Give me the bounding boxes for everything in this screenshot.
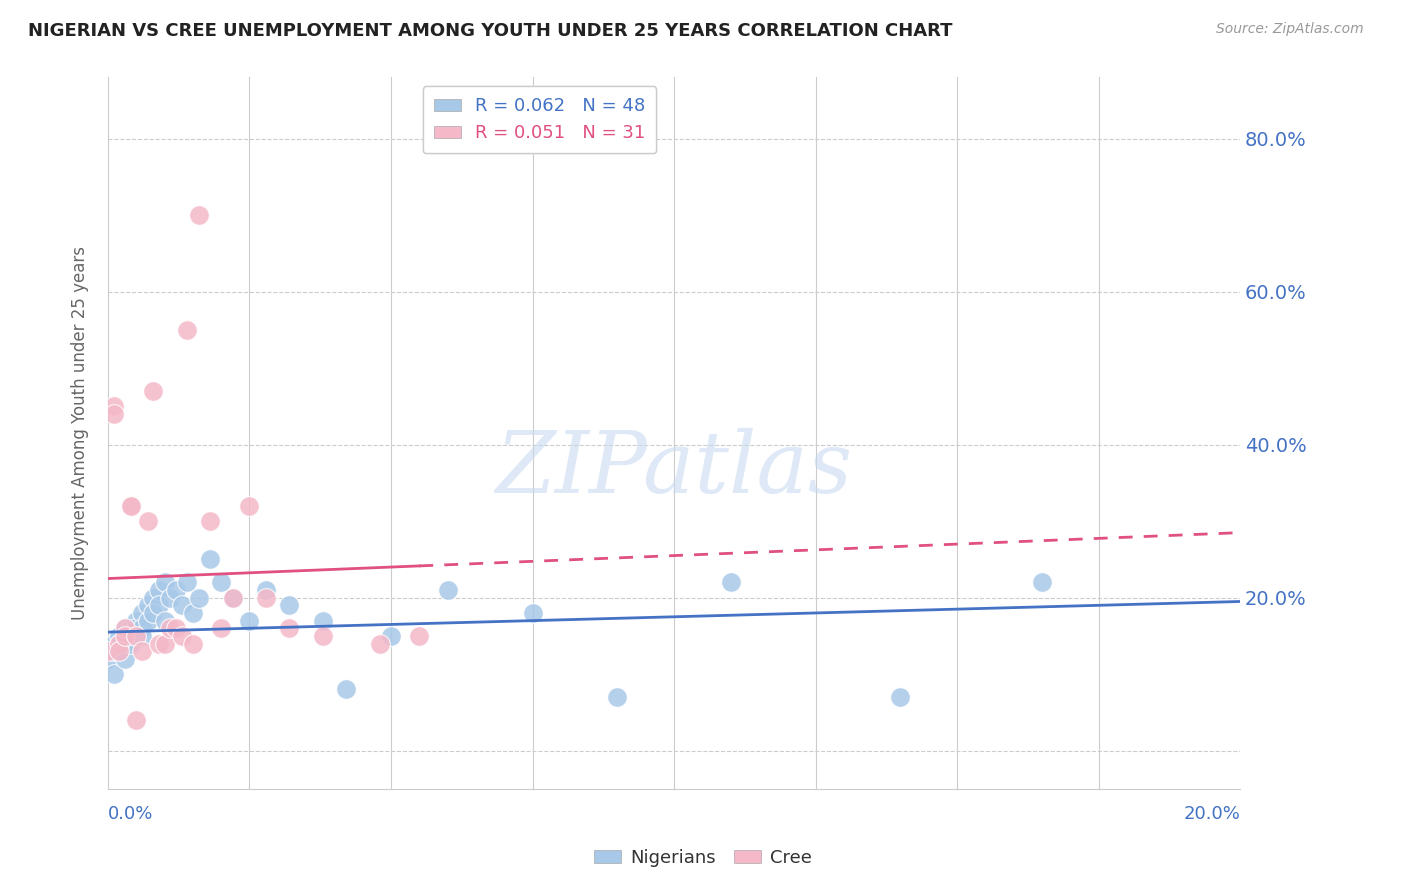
Point [153,636,176,650]
Point [170,629,193,643]
Point [136,514,159,528]
Point [108,636,131,650]
Point [120,499,142,513]
Point [889,690,911,705]
Point [176,323,198,337]
Point [114,621,136,635]
Point [131,644,153,658]
Point [114,629,136,643]
Point [187,208,209,222]
Point [408,629,430,643]
Point [125,614,148,628]
Point [108,636,131,650]
Point [368,636,391,650]
Legend: R = 0.062   N = 48, R = 0.051   N = 31: R = 0.062 N = 48, R = 0.051 N = 31 [423,87,657,153]
Point [108,629,131,643]
Point [153,614,176,628]
Point [103,644,125,658]
Point [170,599,193,613]
Point [103,400,125,414]
Point [335,682,357,697]
Point [209,575,232,590]
Point [153,575,176,590]
Point [136,599,159,613]
Point [131,621,153,635]
Point [159,621,181,635]
Point [1031,575,1053,590]
Text: Source: ZipAtlas.com: Source: ZipAtlas.com [1216,22,1364,37]
Point [181,636,204,650]
Point [142,591,165,605]
Point [108,644,131,658]
Point [148,582,170,597]
Point [165,621,187,635]
Point [114,652,136,666]
Point [131,629,153,643]
Legend: Nigerians, Cree: Nigerians, Cree [586,842,820,874]
Point [522,606,544,620]
Text: ZIPatlas: ZIPatlas [495,427,852,510]
Text: 0.0%: 0.0% [108,805,153,823]
Point [131,606,153,620]
Point [278,599,301,613]
Point [114,621,136,635]
Point [97,644,120,658]
Point [256,582,278,597]
Point [114,636,136,650]
Point [125,629,148,643]
Point [103,636,125,650]
Point [278,621,301,635]
Point [221,591,243,605]
Text: NIGERIAN VS CREE UNEMPLOYMENT AMONG YOUTH UNDER 25 YEARS CORRELATION CHART: NIGERIAN VS CREE UNEMPLOYMENT AMONG YOUT… [28,22,953,40]
Point [312,629,335,643]
Point [312,614,335,628]
Point [720,575,742,590]
Point [148,636,170,650]
Point [209,621,232,635]
Y-axis label: Unemployment Among Youth under 25 years: Unemployment Among Youth under 25 years [72,246,89,620]
Point [108,644,131,658]
Point [159,591,181,605]
Point [198,552,221,566]
Point [103,407,125,421]
Point [606,690,628,705]
Point [238,499,260,513]
Point [125,713,148,727]
Point [181,606,204,620]
Point [238,614,260,628]
Point [120,636,142,650]
Point [176,575,198,590]
Point [125,621,148,635]
Point [256,591,278,605]
Point [221,591,243,605]
Point [97,652,120,666]
Point [120,499,142,513]
Point [198,514,221,528]
Point [148,599,170,613]
Point [125,629,148,643]
Point [380,629,402,643]
Point [436,582,458,597]
Point [142,606,165,620]
Point [142,384,165,398]
Point [103,667,125,681]
Point [136,614,159,628]
Point [187,591,209,605]
Text: 20.0%: 20.0% [1184,805,1240,823]
Point [120,621,142,635]
Point [165,582,187,597]
Point [120,629,142,643]
